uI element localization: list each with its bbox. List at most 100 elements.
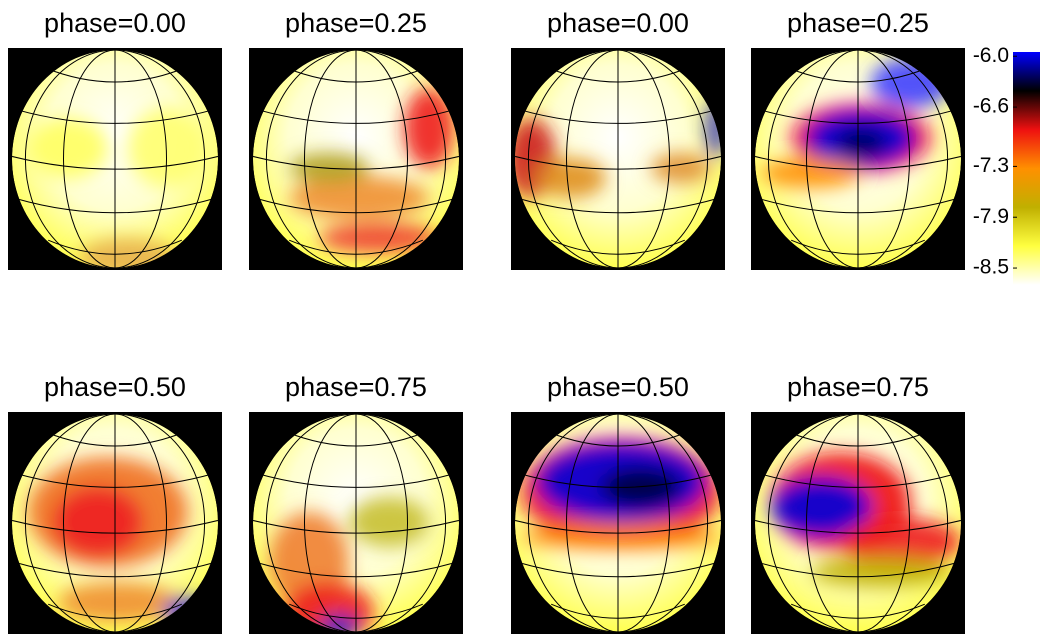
sphere — [12, 50, 218, 268]
parallel — [759, 562, 957, 578]
panel-title: phase=0.50 — [547, 372, 689, 402]
meridian — [566, 414, 670, 632]
parallel — [256, 108, 456, 124]
parallel — [519, 562, 717, 578]
parallel — [551, 603, 685, 619]
parallel — [48, 603, 182, 619]
parallel — [12, 518, 218, 534]
spot — [78, 238, 178, 268]
spot — [771, 477, 871, 537]
meridian — [265, 414, 447, 632]
spots — [771, 452, 961, 587]
spot — [836, 128, 886, 158]
meridian — [63, 414, 167, 632]
parallel — [253, 518, 459, 534]
parallel — [256, 472, 456, 488]
parallel — [257, 562, 455, 578]
parallel — [755, 154, 961, 170]
panel-title: phase=0.00 — [547, 8, 689, 38]
parallel — [12, 154, 218, 170]
spot — [841, 517, 961, 567]
parallel — [518, 108, 718, 124]
spots — [761, 58, 951, 188]
parallel — [518, 472, 718, 488]
sphere — [253, 50, 459, 268]
sphere — [755, 414, 961, 632]
meridian — [24, 414, 206, 632]
parallel — [16, 198, 214, 214]
spot — [404, 88, 454, 168]
spot — [811, 557, 951, 587]
spot — [536, 158, 606, 198]
meridian — [527, 414, 709, 632]
parallel — [519, 198, 717, 214]
parallel — [15, 472, 215, 488]
parallel — [515, 518, 721, 534]
parallel — [759, 198, 957, 214]
parallel — [16, 562, 214, 578]
meridian — [63, 50, 167, 268]
parallel — [45, 67, 185, 83]
parallel — [48, 239, 182, 255]
sphere — [515, 50, 721, 268]
panel-title: phase=0.50 — [44, 372, 186, 402]
spots — [28, 108, 208, 268]
spots — [521, 437, 721, 549]
parallel — [788, 67, 928, 83]
spot — [706, 98, 721, 158]
parallel — [45, 431, 185, 447]
parallel — [515, 154, 721, 170]
parallel — [253, 154, 459, 170]
parallel — [791, 239, 925, 255]
panel-title: phase=0.75 — [787, 372, 929, 402]
spot — [521, 525, 721, 549]
spot — [53, 487, 143, 557]
spot — [128, 108, 208, 188]
spot — [289, 176, 429, 220]
sphere — [755, 50, 961, 268]
meridian — [265, 50, 447, 268]
spot — [349, 497, 429, 547]
parallel — [551, 239, 685, 255]
parallel — [257, 198, 455, 214]
tick-label: -7.9 — [973, 205, 1009, 228]
parallel — [289, 239, 423, 255]
tick-label: -8.5 — [973, 256, 1009, 279]
panel-title: phase=0.25 — [285, 8, 427, 38]
colorbar — [1013, 52, 1040, 285]
tick-label: -7.3 — [973, 154, 1009, 177]
panel-title: phase=0.00 — [44, 8, 186, 38]
meridian — [24, 50, 206, 268]
sphere — [253, 414, 459, 632]
meridian — [304, 414, 408, 632]
spots — [269, 497, 429, 632]
parallel — [791, 603, 925, 619]
parallel — [788, 431, 928, 447]
meridian — [527, 50, 709, 268]
spot — [28, 118, 108, 178]
tick-label: -6.0 — [973, 44, 1009, 67]
parallel — [286, 67, 426, 83]
panel-title: phase=0.75 — [285, 372, 427, 402]
sphere — [515, 414, 721, 632]
spot — [319, 615, 359, 632]
spot — [761, 158, 861, 188]
meridian — [566, 50, 670, 268]
meridian — [767, 414, 949, 632]
parallel — [15, 108, 215, 124]
spot — [651, 153, 711, 183]
meridian — [304, 50, 408, 268]
meridian — [806, 414, 910, 632]
meridian — [806, 50, 910, 268]
parallel — [758, 472, 958, 488]
meridian — [767, 50, 949, 268]
spot — [58, 582, 178, 622]
parallel — [758, 108, 958, 124]
parallel — [755, 518, 961, 534]
parallel — [548, 431, 688, 447]
parallel — [289, 603, 423, 619]
panel-title: phase=0.25 — [787, 8, 929, 38]
tick-label: -6.6 — [973, 95, 1009, 118]
parallel — [286, 431, 426, 447]
